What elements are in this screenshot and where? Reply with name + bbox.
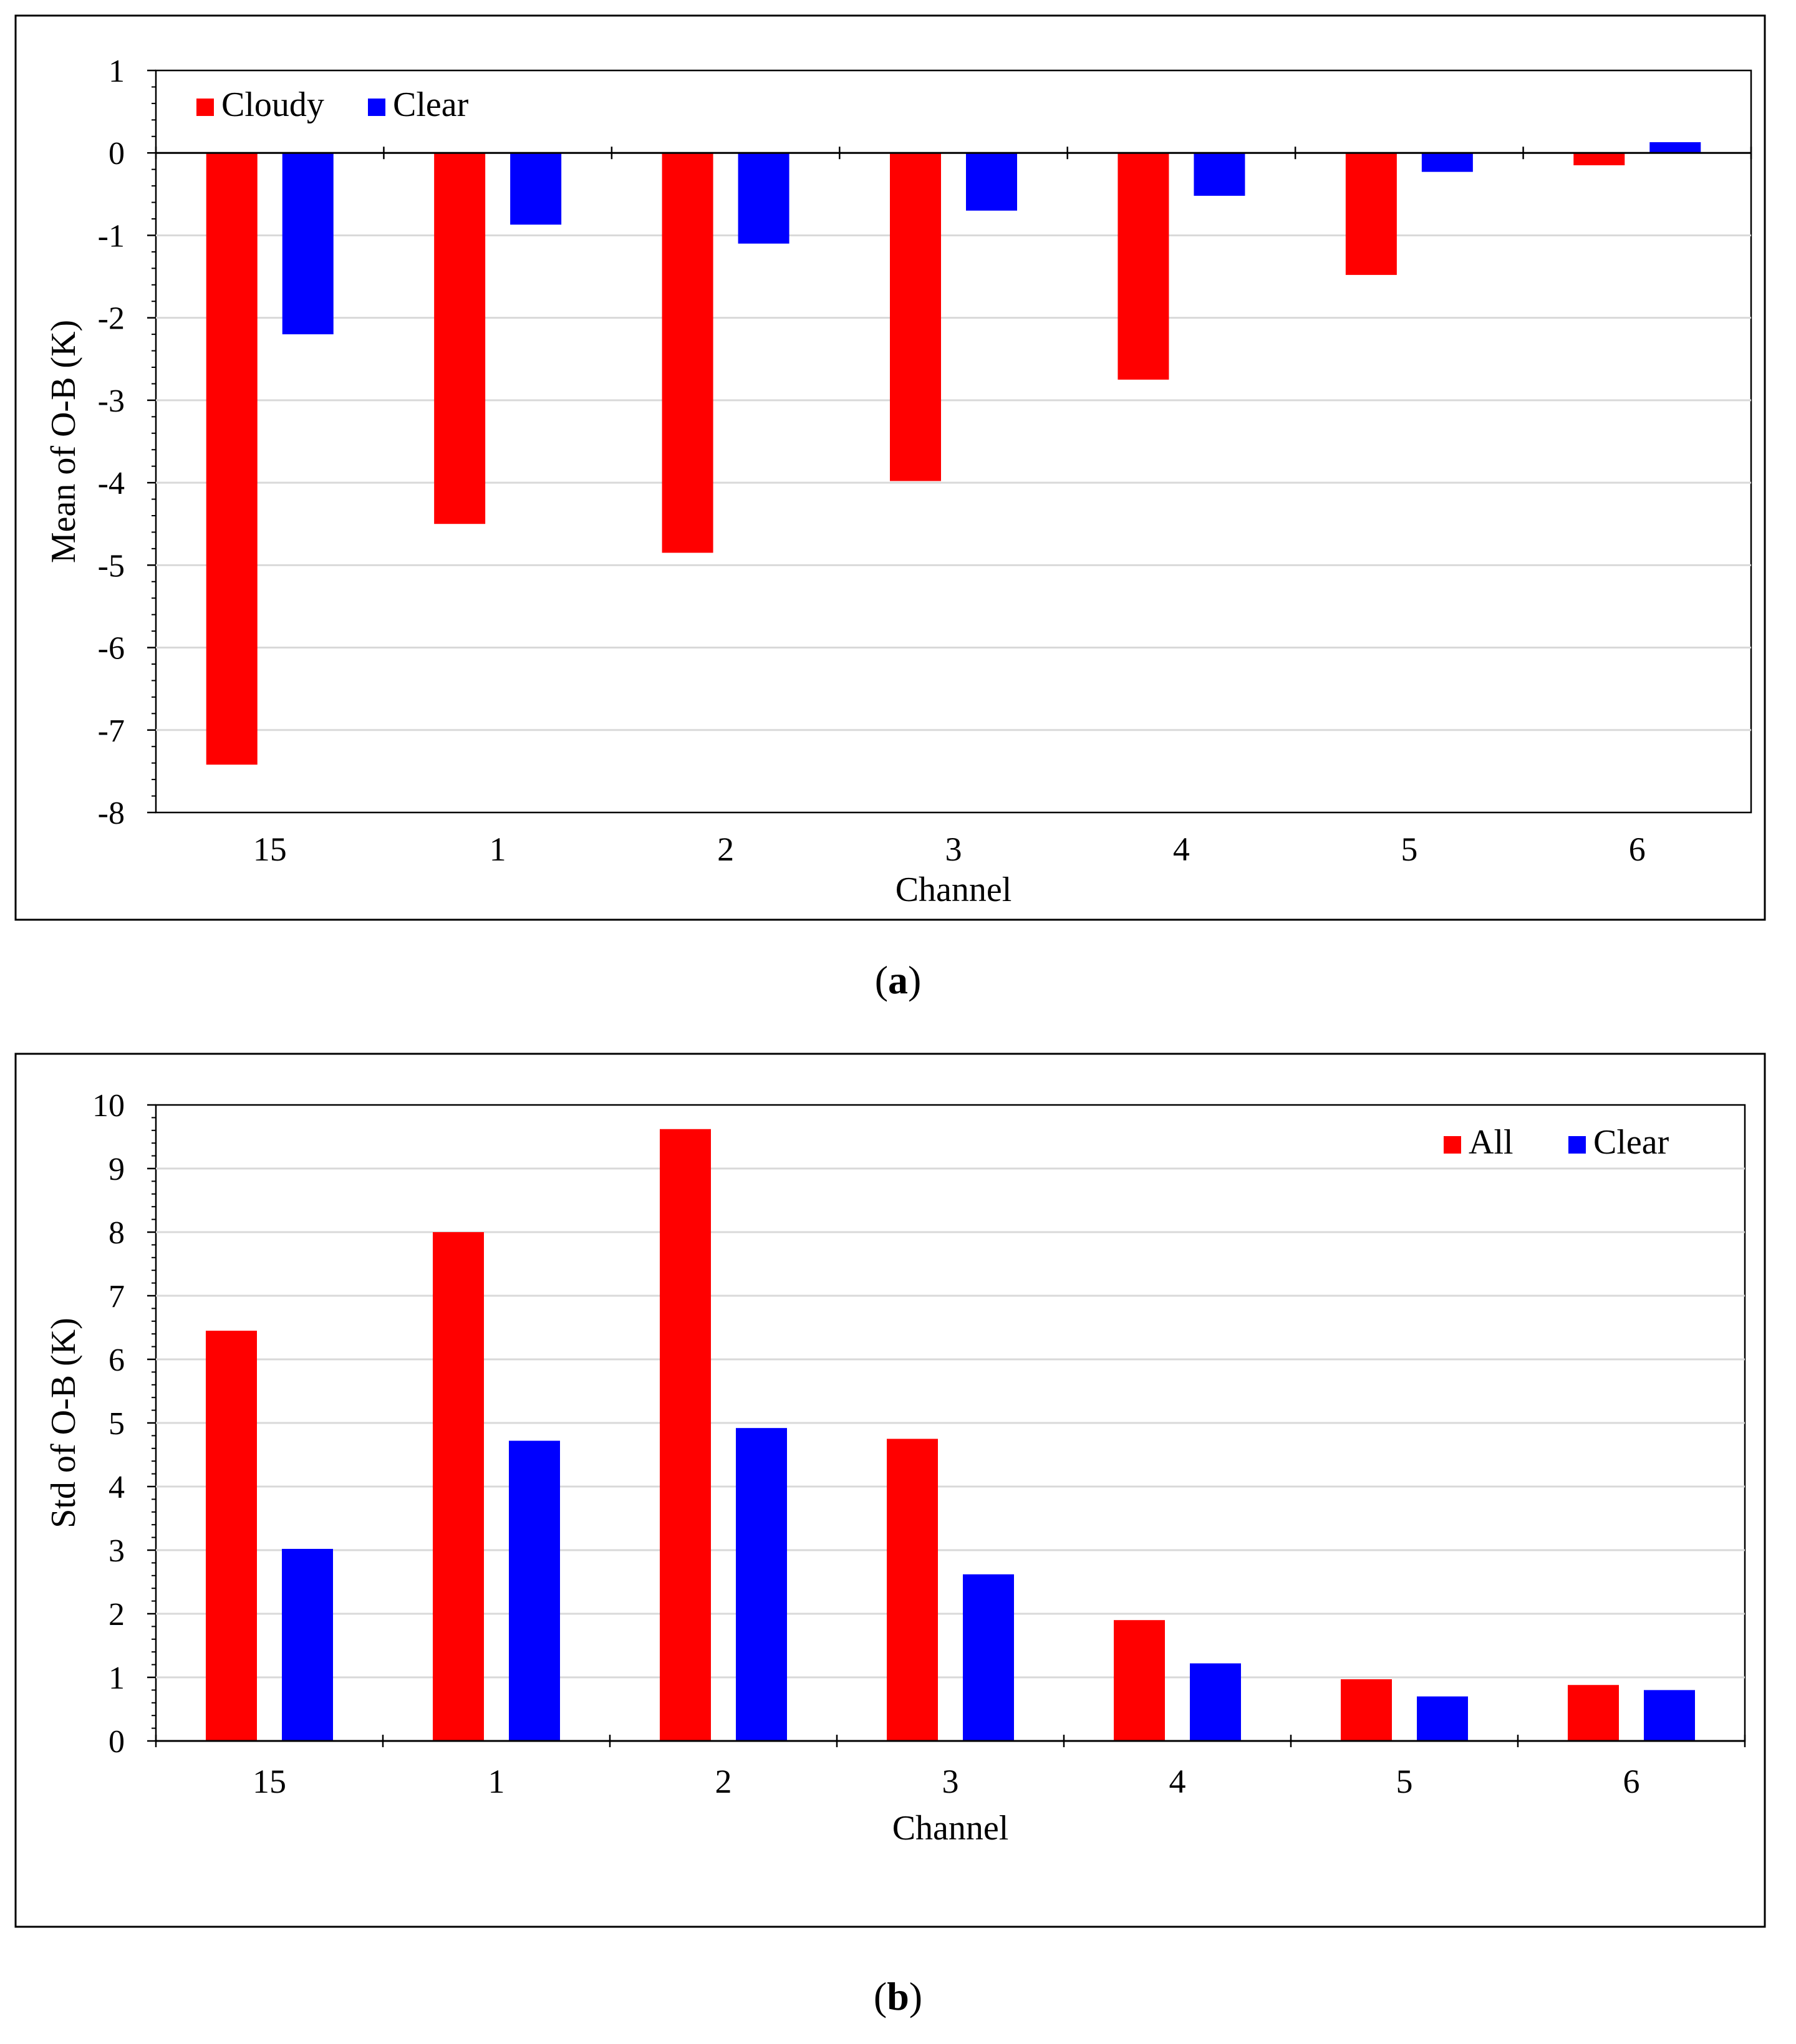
legend-label-clear: Clear bbox=[1593, 1123, 1669, 1162]
bar-cloudy-6 bbox=[1573, 153, 1625, 166]
y-tick-label: 0 bbox=[109, 1724, 125, 1760]
bar-cloudy-3 bbox=[890, 153, 941, 481]
caption-b: (b) bbox=[873, 1974, 923, 2018]
bar-clear-6 bbox=[1644, 1690, 1695, 1741]
x-axis-title: Channel bbox=[896, 870, 1012, 909]
y-tick-label: 7 bbox=[109, 1279, 125, 1314]
bar-clear-1 bbox=[509, 1440, 560, 1741]
bar-cloudy-2 bbox=[662, 153, 713, 553]
legend-swatch-cloudy bbox=[196, 99, 214, 116]
legend-label-cloudy: Cloudy bbox=[221, 85, 324, 124]
y-tick-label: 8 bbox=[109, 1215, 125, 1251]
y-tick-label: 3 bbox=[109, 1533, 125, 1569]
legend-label-all: All bbox=[1469, 1123, 1514, 1162]
y-tick-label: -1 bbox=[98, 218, 125, 254]
legend-swatch-clear bbox=[368, 99, 385, 116]
y-tick-label: -5 bbox=[98, 548, 125, 584]
y-tick-label: 2 bbox=[109, 1597, 125, 1632]
legend-swatch-all bbox=[1444, 1136, 1461, 1154]
x-tick-label: 2 bbox=[717, 831, 734, 868]
bar-clear-6 bbox=[1649, 142, 1701, 153]
bar-all-6 bbox=[1568, 1685, 1619, 1741]
bar-clear-4 bbox=[1194, 153, 1245, 196]
x-tick-label: 4 bbox=[1173, 831, 1190, 868]
y-tick-label: 10 bbox=[92, 1088, 125, 1124]
bar-all-3 bbox=[887, 1439, 938, 1741]
bar-all-2 bbox=[660, 1129, 711, 1741]
x-tick-label: 3 bbox=[945, 831, 962, 868]
legend-label-clear: Clear bbox=[393, 85, 469, 124]
y-tick-label: 6 bbox=[109, 1343, 125, 1378]
chart-frame bbox=[14, 1053, 1766, 1928]
chart-frame bbox=[14, 14, 1766, 921]
caption-a: (a) bbox=[874, 958, 922, 1002]
y-tick-label: -6 bbox=[98, 631, 125, 667]
mean-ob-chart: 1 0 -1 -2 -3 -4 -5 -6 -7 -8 15 1 2 3 4 5 6 Channel Mean of… bbox=[14, 14, 1766, 921]
bar-all-1 bbox=[433, 1232, 484, 1741]
x-tick-label: 6 bbox=[1629, 831, 1646, 868]
bar-cloudy-15 bbox=[206, 153, 258, 765]
bar-clear-2 bbox=[736, 1428, 787, 1741]
bar-clear-15 bbox=[282, 1548, 333, 1741]
y-tick-label: -8 bbox=[98, 796, 125, 831]
y-tick-label: -3 bbox=[98, 383, 125, 419]
bar-clear-5 bbox=[1421, 153, 1473, 172]
bar-clear-15 bbox=[282, 153, 334, 335]
bar-clear-3 bbox=[966, 153, 1017, 211]
y-tick-label: 1 bbox=[109, 54, 125, 89]
y-tick-label: 0 bbox=[109, 136, 125, 171]
x-tick-label: 1 bbox=[488, 1763, 505, 1800]
bar-cloudy-5 bbox=[1345, 153, 1397, 275]
bar-all-4 bbox=[1114, 1620, 1165, 1741]
x-tick-label: 3 bbox=[942, 1763, 959, 1800]
y-axis-title: Std of O-B (K) bbox=[44, 1318, 83, 1528]
chart-panel-b: 10 9 8 7 6 5 4 3 2 1 0 15 1 2 3 4 5 6 Channel Std of O-B (K… bbox=[0, 1035, 1796, 1958]
x-tick-label: 2 bbox=[715, 1763, 732, 1800]
chart-panel-a: 1 0 -1 -2 -3 -4 -5 -6 -7 -8 15 1 2 3 4 5 6 Channel Mean of… bbox=[0, 0, 1796, 948]
x-tick-label: 15 bbox=[253, 1763, 286, 1800]
x-tick-label: 6 bbox=[1623, 1763, 1640, 1800]
x-tick-label: 4 bbox=[1169, 1763, 1186, 1800]
bar-clear-2 bbox=[738, 153, 789, 244]
bar-cloudy-4 bbox=[1118, 153, 1169, 380]
y-tick-label: 9 bbox=[109, 1152, 125, 1187]
y-tick-label: -4 bbox=[98, 466, 125, 501]
legend-swatch-clear bbox=[1568, 1136, 1586, 1154]
y-tick-label: 4 bbox=[109, 1470, 125, 1505]
x-tick-label: 15 bbox=[253, 831, 287, 868]
bar-clear-4 bbox=[1190, 1663, 1241, 1741]
bar-clear-1 bbox=[510, 153, 562, 225]
plot-area bbox=[155, 69, 1752, 814]
y-tick-label: 5 bbox=[109, 1406, 125, 1442]
bar-cloudy-1 bbox=[434, 153, 486, 524]
x-tick-label: 5 bbox=[1396, 1763, 1413, 1800]
bar-clear-3 bbox=[963, 1574, 1014, 1741]
y-tick-label: -7 bbox=[98, 713, 125, 749]
y-tick-label: -2 bbox=[98, 301, 125, 337]
x-axis-title: Channel bbox=[892, 1809, 1009, 1848]
bar-all-15 bbox=[206, 1331, 257, 1741]
bar-clear-5 bbox=[1417, 1696, 1468, 1741]
caption-b-label: b bbox=[887, 1974, 909, 2018]
x-tick-label: 5 bbox=[1401, 831, 1417, 868]
x-tick-label: 1 bbox=[490, 831, 506, 868]
y-tick-label: 1 bbox=[109, 1661, 125, 1696]
caption-a-label: a bbox=[888, 958, 908, 1002]
bar-all-5 bbox=[1341, 1679, 1392, 1741]
y-axis-title: Mean of O-B (K) bbox=[44, 320, 83, 563]
